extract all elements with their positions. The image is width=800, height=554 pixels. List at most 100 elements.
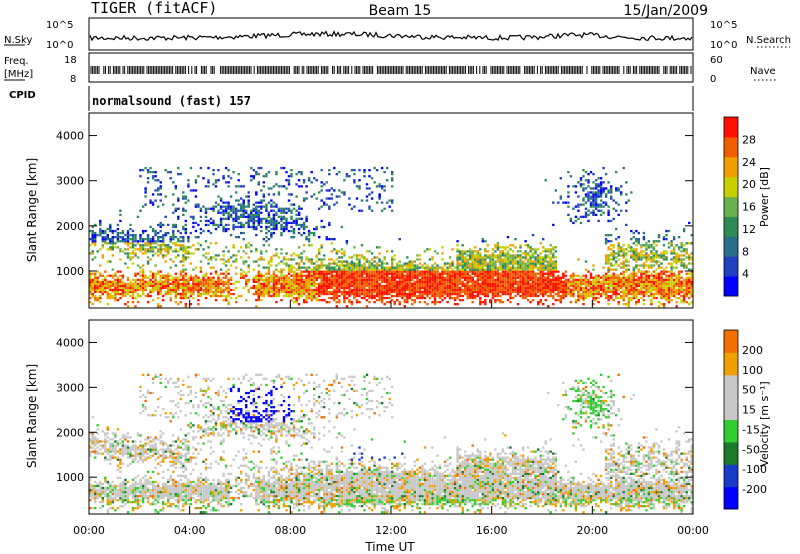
heatmap-cell: [365, 290, 369, 294]
heatmap-cell: [386, 272, 389, 275]
heatmap-cell: [408, 288, 411, 292]
heatmap-cell: [413, 276, 416, 279]
heatmap-cell: [620, 272, 623, 275]
heatmap-cell: [355, 258, 359, 261]
heatmap-cell: [131, 284, 135, 288]
heatmap-cell: [343, 179, 346, 182]
heatmap-cell: [421, 276, 424, 279]
heatmap-cell: [494, 282, 497, 285]
heatmap-cell: [262, 244, 265, 247]
heatmap-cell: [380, 266, 384, 269]
heatmap-cell: [391, 173, 394, 176]
heatmap-cell: [602, 292, 605, 296]
heatmap-cell: [167, 280, 170, 283]
heatmap-cell: [101, 284, 104, 288]
heatmap-cell: [582, 199, 585, 202]
heatmap-cell: [544, 256, 547, 259]
heatmap-cell: [484, 250, 487, 253]
heatmap-cell: [262, 195, 265, 198]
heatmap-cell: [154, 274, 157, 277]
heatmap-cell: [247, 264, 250, 267]
heatmap-cell: [539, 262, 542, 265]
heatmap-cell: [197, 280, 200, 283]
heatmap-cell: [489, 278, 492, 281]
heatmap-cell: [139, 244, 142, 247]
heatmap-cell: [617, 213, 620, 216]
heatmap-cell: [627, 286, 630, 290]
heatmap-cell: [479, 301, 482, 304]
heatmap-cell: [607, 205, 610, 208]
heatmap-cell: [466, 260, 469, 263]
heatmap-cell: [154, 229, 157, 233]
heatmap-cell: [627, 296, 630, 300]
heatmap-cell: [582, 292, 585, 296]
heatmap-cell: [139, 169, 142, 172]
heatmap-cell: [338, 272, 341, 275]
heatmap-cell: [461, 252, 464, 255]
heatmap-cell: [335, 296, 338, 300]
heatmap-cell: [99, 284, 102, 288]
heatmap-cell: [194, 181, 198, 184]
heatmap-cell: [622, 254, 625, 257]
heatmap-cell: [542, 276, 545, 279]
heatmap-cell: [174, 276, 177, 279]
heatmap-cell: [207, 284, 210, 288]
heatmap-cell: [297, 286, 301, 290]
heatmap-cell: [305, 282, 308, 285]
heatmap-cell: [157, 303, 160, 306]
heatmap-cell: [237, 221, 240, 225]
heatmap-cell: [227, 301, 230, 304]
heatmap-cell: [569, 219, 573, 223]
heatmap-cell: [182, 244, 185, 247]
heatmap-cell: [146, 240, 150, 243]
heatmap-cell: [255, 205, 258, 208]
heatmap-cell: [602, 166, 605, 170]
heatmap-cell: [247, 290, 250, 294]
heatmap-cell: [330, 276, 333, 279]
heatmap-cell: [272, 254, 276, 257]
heatmap-cell: [577, 205, 580, 208]
heatmap-cell: [421, 264, 424, 267]
heatmap-cell: [431, 272, 434, 275]
heatmap-cell: [380, 260, 384, 263]
heatmap-cell: [519, 250, 522, 253]
heatmap-cell: [615, 187, 618, 190]
heatmap-cell: [617, 244, 620, 247]
heatmap-cell: [149, 242, 152, 245]
heatmap-cell: [305, 299, 308, 302]
heatmap-cell: [438, 292, 442, 296]
heatmap-cell: [159, 223, 162, 227]
heatmap-cell: [511, 288, 515, 292]
heatmap-cell: [109, 294, 112, 298]
heatmap-cell: [594, 213, 598, 216]
heatmap-cell: [451, 270, 454, 273]
heatmap-cell: [162, 254, 165, 257]
heatmap-cell: [177, 240, 180, 243]
heatmap-cell: [235, 236, 238, 239]
heatmap-cell: [504, 246, 507, 249]
heatmap-cell: [350, 280, 354, 283]
heatmap-cell: [370, 266, 374, 269]
heatmap-cell: [539, 286, 542, 290]
heatmap-cell: [363, 272, 366, 275]
heatmap-cell: [355, 272, 359, 275]
heatmap-cell: [277, 207, 281, 210]
heatmap-cell: [275, 211, 278, 214]
heatmap-cell: [333, 288, 336, 292]
heatmap-cell: [386, 201, 389, 204]
heatmap-cell: [401, 264, 404, 267]
heatmap-cell: [267, 280, 271, 283]
heatmap-cell: [89, 252, 92, 255]
heatmap-cell: [370, 290, 374, 294]
heatmap-cell: [182, 278, 185, 281]
heatmap-cell: [305, 191, 308, 194]
heatmap-cell: [348, 270, 351, 273]
heatmap-cell: [562, 292, 565, 296]
heatmap-cell: [622, 284, 625, 288]
heatmap-cell: [124, 284, 127, 288]
heatmap-cell: [109, 292, 112, 296]
heatmap-cell: [214, 179, 218, 182]
heatmap-cell: [511, 250, 515, 253]
heatmap-cell: [209, 231, 213, 235]
heatmap-cell: [612, 250, 615, 253]
